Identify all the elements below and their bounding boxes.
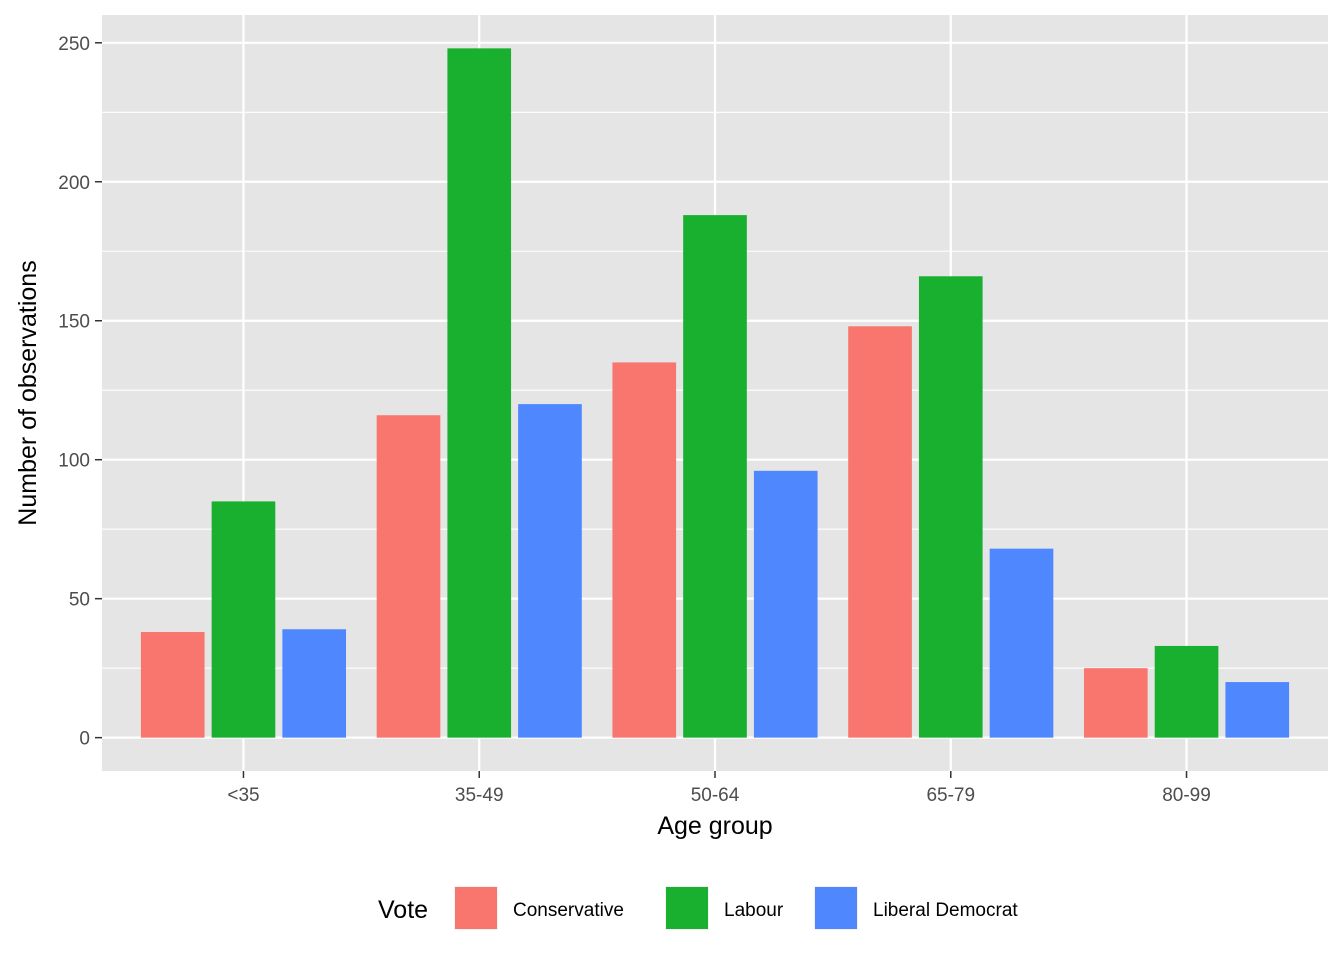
y-tick-label: 200 xyxy=(58,173,90,194)
x-tick-label: 50-64 xyxy=(691,785,740,806)
x-axis-title: Age group xyxy=(657,812,772,840)
legend-key xyxy=(815,887,857,929)
legend-label: Liberal Democrat xyxy=(873,900,1018,921)
legend-key xyxy=(666,887,708,929)
legend: Vote Conservative Labour Liberal Democrat xyxy=(378,886,1018,930)
legend-label: Labour xyxy=(724,900,784,921)
legend-key xyxy=(455,887,497,929)
legend-label: Conservative xyxy=(513,900,624,921)
bar xyxy=(989,548,1054,738)
bar xyxy=(1154,645,1219,738)
bar xyxy=(518,404,582,738)
x-axis: <35 35-49 50-64 65-79 80-99 xyxy=(227,771,1211,806)
bar xyxy=(447,48,512,738)
bar xyxy=(848,326,912,738)
x-tick-label: <35 xyxy=(227,785,259,806)
bar xyxy=(612,362,677,738)
bars xyxy=(140,48,1290,738)
x-tick-label: 35-49 xyxy=(455,785,504,806)
bar xyxy=(683,215,747,738)
bar xyxy=(376,415,441,738)
y-tick-label: 150 xyxy=(58,312,90,333)
bar xyxy=(211,501,276,738)
x-tick-label: 65-79 xyxy=(926,785,975,806)
bar xyxy=(1225,682,1290,738)
bar xyxy=(753,470,818,738)
x-tick-label: 80-99 xyxy=(1162,785,1211,806)
y-axis-title: Number of observations xyxy=(14,260,42,525)
y-tick-label: 250 xyxy=(58,34,90,55)
y-tick-label: 100 xyxy=(58,451,90,472)
y-axis: 0 50 100 150 200 250 xyxy=(58,34,102,750)
legend-title: Vote xyxy=(378,896,428,924)
bar xyxy=(1083,668,1148,738)
bar xyxy=(140,632,205,738)
y-tick-label: 50 xyxy=(69,590,90,611)
y-tick-label: 0 xyxy=(79,729,90,750)
bar xyxy=(918,276,983,738)
bar xyxy=(282,629,347,738)
